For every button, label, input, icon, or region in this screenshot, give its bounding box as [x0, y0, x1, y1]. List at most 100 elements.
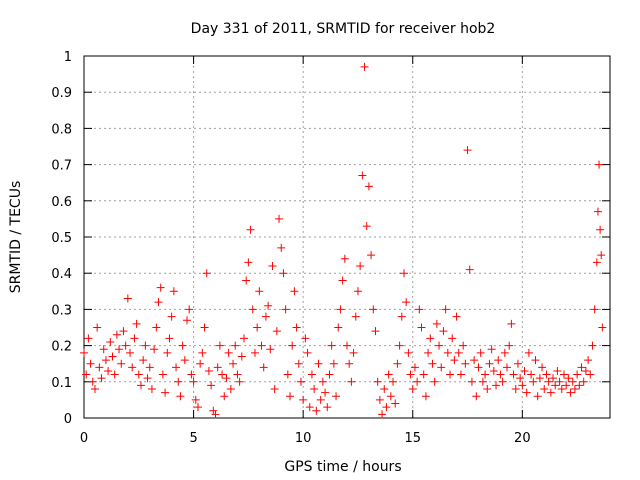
data-point [349, 348, 358, 357]
data-point [542, 370, 551, 379]
data-point [476, 348, 485, 357]
data-point [413, 377, 422, 386]
data-point [386, 392, 395, 401]
data-point [266, 345, 275, 354]
data-point [229, 359, 238, 368]
data-point [568, 377, 577, 386]
data-point [424, 348, 433, 357]
data-point [470, 356, 479, 365]
data-point [598, 323, 607, 332]
data-point [544, 377, 553, 386]
data-point [378, 410, 387, 419]
data-point [373, 377, 382, 386]
data-point [410, 363, 419, 372]
data-point [364, 182, 373, 191]
data-point [270, 385, 279, 394]
data-point [426, 334, 435, 343]
data-point [303, 348, 312, 357]
data-point [584, 356, 593, 365]
data-point [384, 370, 393, 379]
data-point [518, 381, 527, 390]
data-point [242, 276, 251, 285]
data-point [312, 406, 321, 415]
data-point [323, 403, 332, 412]
data-point [437, 363, 446, 372]
data-point [593, 207, 602, 216]
data-point [579, 377, 588, 386]
data-point [299, 395, 308, 404]
data-point [307, 370, 316, 379]
x-tick-label: 10 [295, 431, 312, 446]
data-point [345, 359, 354, 368]
data-point [126, 348, 135, 357]
data-point [485, 359, 494, 368]
data-point [417, 323, 426, 332]
data-point [187, 370, 196, 379]
data-point [202, 269, 211, 278]
data-point [441, 305, 450, 314]
data-point [158, 370, 167, 379]
data-point [535, 374, 544, 383]
data-point [509, 370, 518, 379]
data-point [286, 392, 295, 401]
y-tick-label: 0.9 [51, 86, 72, 101]
data-point [577, 363, 586, 372]
data-point [97, 374, 106, 383]
data-point [279, 269, 288, 278]
data-point [248, 305, 257, 314]
y-tick-label: 0.6 [51, 195, 72, 210]
data-point [250, 348, 259, 357]
data-point [112, 330, 121, 339]
data-point [336, 305, 345, 314]
data-point [321, 388, 330, 397]
data-point [546, 388, 555, 397]
data-point [391, 399, 400, 408]
data-point [588, 341, 597, 350]
data-point [101, 356, 110, 365]
y-axis-label: SRMTID / TECUs [8, 181, 24, 294]
data-point [95, 363, 104, 372]
data-point [231, 341, 240, 350]
data-point [255, 287, 264, 296]
data-point [272, 327, 281, 336]
data-point [264, 301, 273, 310]
data-point [393, 359, 402, 368]
data-point [88, 377, 97, 386]
data-point [84, 334, 93, 343]
data-point [496, 370, 505, 379]
data-point [596, 225, 605, 234]
data-point [461, 359, 470, 368]
x-tick-label: 0 [80, 431, 88, 446]
data-point [145, 363, 154, 372]
data-point [334, 323, 343, 332]
data-point [99, 345, 108, 354]
data-point [316, 395, 325, 404]
data-point [294, 359, 303, 368]
data-point [513, 359, 522, 368]
data-point [128, 363, 137, 372]
data-point [570, 385, 579, 394]
data-point [421, 392, 430, 401]
data-point [454, 348, 463, 357]
data-point [141, 341, 150, 350]
data-point [338, 276, 347, 285]
data-point [516, 374, 525, 383]
grid-lines [84, 56, 610, 418]
data-point [325, 370, 334, 379]
data-point [132, 319, 141, 328]
data-point [564, 374, 573, 383]
data-point [382, 403, 391, 412]
data-point [529, 377, 538, 386]
data-point [540, 385, 549, 394]
data-point [174, 377, 183, 386]
data-point [562, 381, 571, 390]
data-point [524, 348, 533, 357]
data-point [257, 341, 266, 350]
x-axis-ticks: 0 5 10 15 20 [80, 56, 531, 446]
data-point [487, 345, 496, 354]
data-points [80, 62, 607, 419]
data-point [592, 258, 601, 267]
data-point [193, 403, 202, 412]
data-point [165, 334, 174, 343]
data-point [226, 385, 235, 394]
